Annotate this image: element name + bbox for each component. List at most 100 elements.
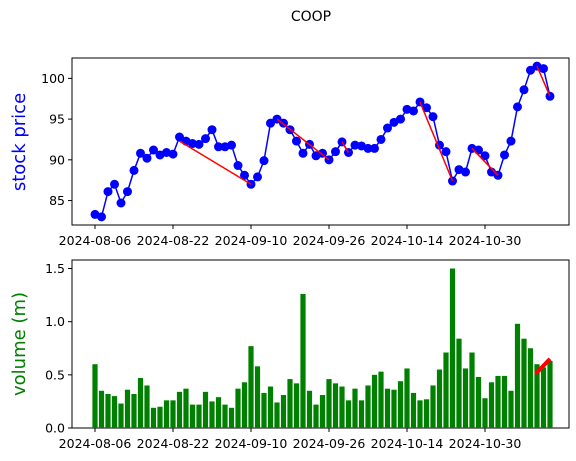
price-point	[123, 187, 132, 197]
volume-bar	[241, 382, 248, 428]
price-point	[253, 172, 262, 182]
price-trend-segment	[419, 101, 454, 182]
volume-bar	[482, 398, 488, 428]
price-point	[266, 118, 275, 128]
volume-bar	[215, 397, 222, 428]
volume-bar	[144, 385, 150, 428]
price-point	[227, 140, 236, 150]
price-point	[363, 143, 373, 153]
volume-x-tick-label: 2024-09-10	[215, 436, 288, 451]
price-chart: 85 90 95 100 2024-08-06 2024-08-22 2024-09-10…	[9, 57, 570, 248]
price-trend-segment	[536, 65, 551, 97]
price-trend-segment	[179, 140, 252, 185]
volume-bar	[131, 393, 137, 428]
price-series	[90, 61, 555, 222]
price-x-tick-label: 2024-09-10	[215, 233, 288, 248]
volume-bar	[306, 390, 313, 428]
price-point	[519, 85, 529, 95]
volume-bar	[105, 393, 111, 428]
volume-bar	[150, 407, 157, 428]
volume-bar	[430, 385, 436, 428]
volume-bar	[313, 404, 319, 428]
price-x-axis: 2024-08-06 2024-08-22 2024-09-10 2024-09-26…	[59, 225, 522, 248]
volume-bar	[287, 379, 293, 428]
volume-bar	[547, 361, 553, 428]
price-y-axis: 85 90 95 100	[41, 71, 72, 208]
volume-bar	[371, 374, 378, 428]
volume-bar	[449, 268, 456, 428]
price-point	[441, 147, 451, 157]
volume-bar	[111, 396, 118, 428]
price-y-tick-label: 90	[49, 152, 65, 167]
volume-bar	[137, 378, 144, 428]
volume-bar	[274, 402, 280, 428]
price-point	[539, 64, 548, 74]
volume-bar	[436, 369, 443, 428]
price-point	[142, 153, 152, 163]
price-point	[259, 156, 269, 166]
volume-bar	[384, 388, 391, 428]
volume-bar	[92, 364, 98, 428]
volume-bar	[345, 400, 352, 428]
price-point	[376, 134, 386, 144]
volume-bar	[508, 390, 514, 428]
price-point	[240, 170, 249, 180]
volume-bar	[391, 389, 397, 428]
volume-bar	[163, 400, 170, 428]
figure-title: COOP	[291, 9, 331, 25]
volume-bar	[124, 389, 131, 428]
volume-bar	[540, 367, 547, 428]
volume-x-tick-label: 2024-10-14	[371, 436, 444, 451]
volume-bar	[157, 406, 163, 428]
volume-bar	[267, 386, 274, 428]
price-point	[383, 123, 392, 133]
price-trend-segment	[341, 141, 350, 153]
volume-bar	[397, 381, 404, 428]
volume-bar	[176, 391, 183, 428]
volume-bar	[222, 404, 228, 428]
volume-x-tick-label: 2024-08-22	[137, 436, 210, 451]
volume-bar	[261, 392, 267, 428]
volume-bar	[228, 407, 235, 428]
price-point	[103, 187, 113, 197]
volume-x-tick-label: 2024-10-30	[449, 436, 522, 451]
price-point	[214, 142, 223, 152]
volume-y-axis-label: volume (m)	[9, 292, 30, 396]
price-point	[331, 147, 340, 157]
price-y-tick-label: 95	[49, 112, 65, 127]
volume-bar	[189, 404, 196, 428]
volume-bar	[365, 385, 371, 428]
price-x-tick-label: 2024-08-06	[59, 233, 132, 248]
volume-bar	[495, 375, 501, 428]
price-x-tick-label: 2024-10-30	[449, 233, 522, 248]
price-point	[136, 148, 145, 158]
volume-series	[92, 268, 553, 428]
price-x-tick-label: 2024-08-22	[137, 233, 210, 248]
price-point	[110, 179, 119, 189]
price-x-tick-label: 2024-09-26	[293, 233, 366, 248]
price-point	[97, 212, 106, 222]
price-point	[526, 65, 535, 75]
price-point	[116, 198, 126, 208]
price-trend-segment	[471, 147, 499, 176]
price-point	[233, 161, 243, 171]
volume-trend-segment	[534, 357, 552, 376]
price-y-tick-label: 100	[41, 71, 65, 86]
volume-bar	[534, 364, 540, 428]
price-point	[370, 143, 379, 153]
volume-bar	[319, 395, 326, 428]
volume-y-tick-label: 0.5	[45, 367, 65, 382]
price-point	[409, 106, 418, 116]
volume-bar	[423, 399, 430, 428]
price-point	[201, 134, 210, 144]
price-point	[422, 103, 431, 113]
price-point	[513, 102, 522, 112]
volume-bar	[293, 383, 300, 428]
volume-bar	[170, 400, 176, 428]
volume-x-tick-label: 2024-08-06	[59, 436, 132, 451]
volume-bar	[514, 323, 521, 428]
volume-bar	[118, 403, 124, 428]
volume-bar	[417, 400, 423, 428]
price-axes-frame	[71, 57, 570, 226]
